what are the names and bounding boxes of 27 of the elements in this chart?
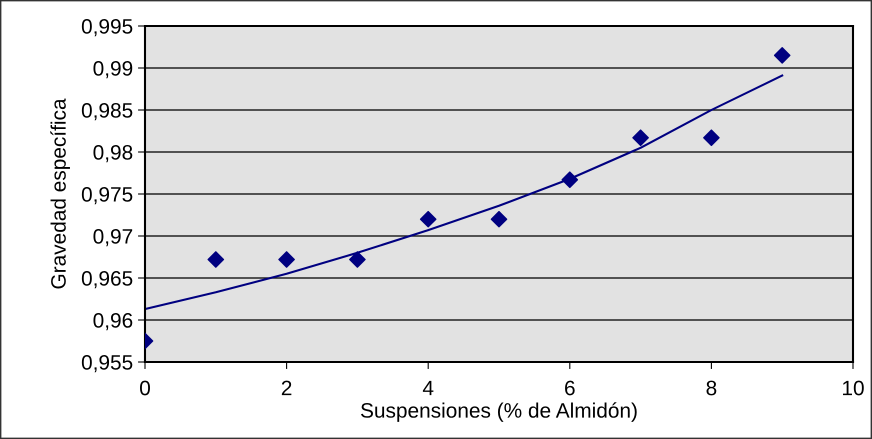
x-tick-label: 4 [422,380,434,396]
y-tick-label: 0,955 [82,355,132,372]
y-tick-label: 0,97 [93,229,132,246]
x-tick-label: 6 [565,380,575,396]
point [208,251,224,268]
x-axis-title: Suspensiones (% de Almidón) [360,402,637,422]
point [349,251,366,268]
x-tick-label: 8 [706,380,716,396]
point [562,171,578,188]
y-tick-label: 0,995 [82,19,132,36]
x-tick-label: 2 [282,380,292,396]
y-tick-label: 0,96 [93,313,132,330]
y-tick-label: 0,965 [82,271,132,288]
y-tick-label: 0,985 [82,103,132,120]
point [703,129,720,146]
x-tick-label: 0 [140,380,150,396]
point [490,210,508,228]
point [632,129,649,146]
y-axis-title: Gravedad específica [50,98,70,288]
y-tick-label: 0,99 [93,61,132,78]
y-tick-label: 0,975 [82,187,132,204]
point [774,47,790,64]
point [278,251,295,268]
point [420,210,436,228]
x-tick-label: 10 [843,380,864,396]
y-tick-label: 0,98 [93,145,132,162]
line-series [145,74,784,310]
